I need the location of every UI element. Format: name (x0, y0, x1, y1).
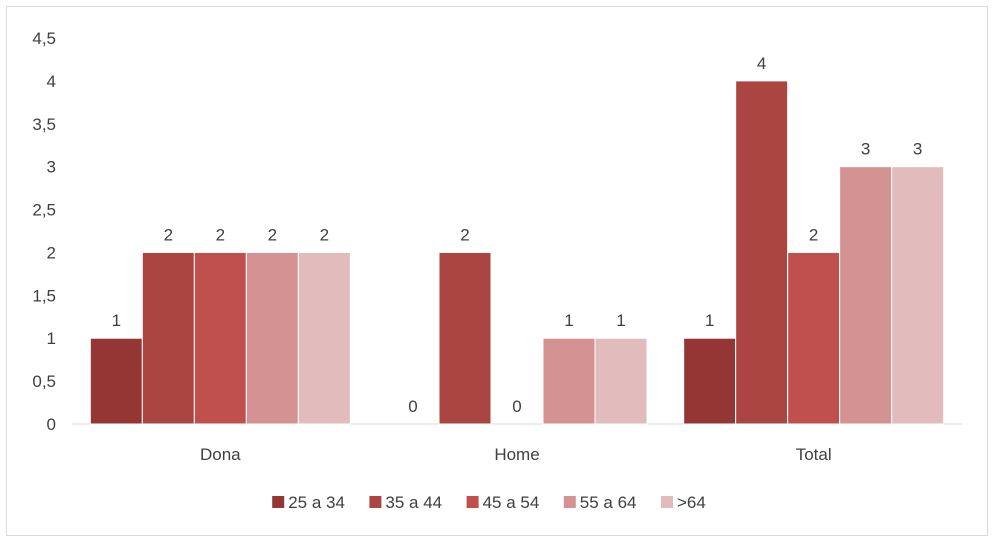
bar-total-series-4 (891, 166, 945, 425)
bar-dona-series-0 (89, 337, 143, 425)
legend-swatch-3 (563, 496, 576, 508)
bar-total-series-3 (839, 166, 893, 425)
legend-swatch-2 (466, 496, 479, 508)
bar-home-series-3 (542, 337, 596, 425)
legend-label: 45 a 54 (483, 493, 540, 512)
bar-dona-series-2 (193, 251, 247, 425)
data-label: 2 (809, 225, 818, 244)
bar-dona-series-1 (141, 251, 195, 425)
bar-dona-series-4 (297, 251, 351, 425)
y-tick-label: 0 (47, 415, 56, 434)
y-tick-label: 2,5 (32, 201, 56, 220)
legend-label: 35 a 44 (385, 493, 442, 512)
y-tick-label: 4 (47, 72, 56, 91)
y-tick-label: 2 (47, 243, 56, 262)
data-label: 2 (216, 225, 225, 244)
x-category-label: Home (494, 445, 539, 464)
data-label: 0 (408, 397, 417, 416)
data-label: 2 (164, 225, 173, 244)
legend-label: 55 a 64 (580, 493, 637, 512)
bar-total-series-1 (735, 80, 789, 425)
x-category-label: Dona (200, 445, 241, 464)
data-label: 2 (268, 225, 277, 244)
legend-swatch-4 (661, 496, 673, 508)
bar-dona-series-3 (245, 251, 299, 425)
data-label: 1 (564, 311, 573, 330)
legend-label: >64 (677, 493, 706, 512)
bar-home-series-1 (438, 251, 492, 425)
data-label: 2 (460, 225, 469, 244)
data-label: 0 (512, 397, 521, 416)
data-label: 3 (913, 140, 922, 159)
y-tick-label: 1,5 (32, 286, 56, 305)
legend-swatch-1 (369, 496, 382, 508)
x-category-label: Total (796, 445, 832, 464)
data-label: 1 (705, 311, 714, 330)
data-label: 2 (320, 225, 329, 244)
bar-total-series-2 (787, 251, 841, 425)
y-tick-label: 3 (47, 158, 56, 177)
legend-swatch-0 (272, 496, 285, 508)
data-label: 4 (757, 54, 766, 73)
bar-total-series-0 (683, 337, 737, 425)
bar-home-series-4 (594, 337, 648, 425)
y-tick-label: 0,5 (32, 372, 56, 391)
legend-label: 25 a 34 (288, 493, 345, 512)
data-label: 1 (112, 311, 121, 330)
data-label: 3 (861, 140, 870, 159)
y-tick-label: 4,5 (32, 29, 56, 48)
data-label: 1 (616, 311, 625, 330)
y-tick-label: 3,5 (32, 115, 56, 134)
y-tick-label: 1 (47, 329, 56, 348)
